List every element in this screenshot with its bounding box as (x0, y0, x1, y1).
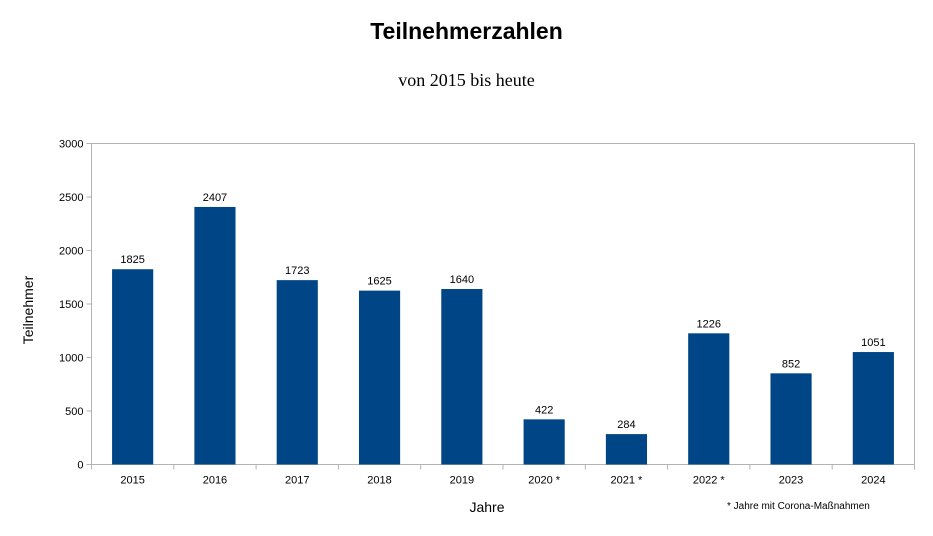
data-label: 1640 (450, 274, 474, 286)
y-tick-label: 500 (65, 406, 83, 418)
data-label: 852 (782, 358, 800, 370)
data-label: 1625 (367, 276, 391, 288)
chart-title: Teilnehmerzahlen (370, 18, 563, 44)
bar (441, 289, 483, 465)
x-tick-label: 2019 (450, 475, 474, 487)
bar (688, 333, 730, 465)
x-tick-label: 2023 (779, 475, 803, 487)
x-tick-label: 2024 (861, 475, 885, 487)
y-tick-label: 1500 (59, 299, 83, 311)
x-tick-label: 2017 (285, 475, 309, 487)
bar (112, 269, 154, 465)
x-tick-label: 2015 (120, 475, 144, 487)
chart-annotation: * Jahre mit Corona-Maßnahmen (727, 501, 870, 512)
y-tick-label: 1000 (59, 353, 83, 365)
data-label: 1825 (120, 254, 144, 266)
data-label: 2407 (203, 192, 227, 204)
bar (194, 206, 236, 465)
data-label: 422 (535, 404, 553, 416)
x-axis-label: Jahre (469, 499, 505, 515)
bar (358, 290, 401, 465)
data-label: 1226 (697, 318, 721, 330)
bar (605, 434, 648, 465)
x-tick-label: 2020 * (528, 475, 561, 487)
data-label: 284 (617, 419, 635, 431)
bar (770, 373, 812, 465)
x-tick-label: 2018 (367, 475, 391, 487)
x-tick-label: 2022 * (693, 475, 726, 487)
y-tick-label: 2000 (59, 246, 83, 258)
x-tick-label: 2021 * (611, 475, 644, 487)
bar (276, 280, 318, 465)
x-tick-label: 2016 (203, 475, 227, 487)
data-label: 1723 (285, 265, 309, 277)
y-tick-label: 2500 (59, 192, 83, 204)
y-tick-label: 0 (77, 460, 83, 472)
bar (852, 352, 894, 465)
y-tick-label: 3000 (59, 139, 83, 151)
chart-subtitle: von 2015 bis heute (398, 70, 535, 90)
bar (523, 419, 565, 465)
data-label: 1051 (861, 337, 885, 349)
